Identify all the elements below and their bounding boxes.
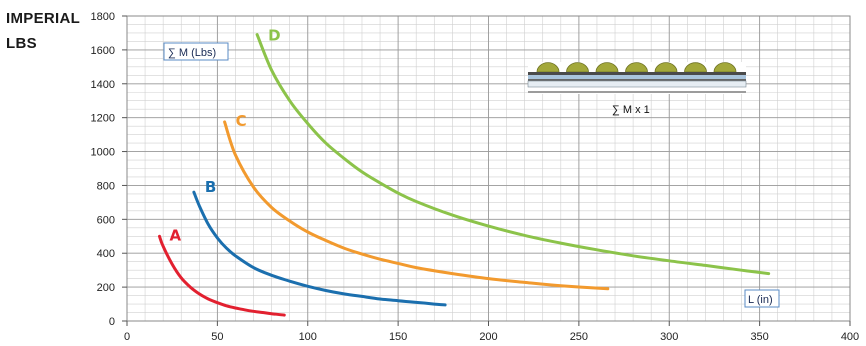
- curve-label-a: A: [170, 226, 182, 244]
- x-axis-ticks: 0 50 100 150 200 250 300 350 400: [124, 321, 859, 343]
- curve-labels: A B C D: [170, 27, 281, 245]
- y-tick-label: 200: [97, 282, 115, 294]
- y-tick-label: 1000: [91, 147, 115, 159]
- inset-rail-top: [528, 72, 746, 75]
- x-axis-label-text: L (in): [748, 294, 773, 306]
- inset-roller: [684, 62, 707, 73]
- x-tick-label: 150: [389, 331, 407, 343]
- y-axis-label: ∑ M (Lbs): [163, 42, 229, 61]
- curve-label-d: D: [268, 27, 280, 45]
- inset-roller: [595, 62, 619, 73]
- x-tick-label: 100: [299, 331, 317, 343]
- x-tick-label: 300: [660, 331, 678, 343]
- x-tick-label: 0: [124, 331, 130, 343]
- curves: [158, 33, 771, 317]
- inset-roller: [536, 62, 560, 73]
- x-axis-label-box: [744, 289, 780, 308]
- curve-a: [158, 234, 286, 317]
- y-tick-label: 1600: [91, 45, 115, 57]
- y-tick-label: 1200: [91, 113, 115, 125]
- unit-system-label: IMPERIAL: [6, 10, 80, 27]
- x-tick-label: 50: [211, 331, 223, 343]
- y-tick-label: 600: [97, 214, 115, 226]
- x-tick-label: 400: [841, 331, 859, 343]
- inset-roller: [625, 62, 648, 73]
- curve-label-c: C: [236, 112, 247, 130]
- inset-roller: [566, 62, 589, 73]
- curve-label-b: B: [205, 178, 216, 196]
- y-tick-label: 400: [97, 248, 115, 260]
- inset-base-plate: [527, 80, 747, 88]
- y-axis-label-box: [163, 42, 229, 61]
- curve-d: [255, 33, 771, 276]
- x-tick-label: 250: [570, 331, 588, 343]
- inset-rail-middle: [528, 75, 746, 79]
- y-tick-label: 800: [97, 180, 115, 192]
- x-tick-label: 350: [750, 331, 768, 343]
- inset-roller: [713, 62, 737, 73]
- curve-b: [192, 190, 447, 307]
- inset-rail-lower: [528, 79, 746, 81]
- y-tick-label: 1400: [91, 79, 115, 91]
- inset-formula: ∑ M x 1: [612, 104, 650, 116]
- inset-rollers: [536, 62, 737, 73]
- y-axis-ticks: 0 200 400 600 800 1000 1200 1400 1600 1800: [91, 11, 127, 328]
- y-tick-label: 0: [109, 316, 115, 328]
- inset-roller: [654, 62, 678, 73]
- unit-label: LBS: [6, 35, 37, 52]
- x-tick-label: 200: [479, 331, 497, 343]
- roller-inset: ∑ M x 1: [527, 62, 747, 116]
- x-axis-label: L (in): [744, 289, 780, 308]
- y-tick-label: 1800: [91, 11, 115, 23]
- curve-c: [223, 120, 610, 291]
- y-axis-label-text: ∑ M (Lbs): [168, 47, 216, 59]
